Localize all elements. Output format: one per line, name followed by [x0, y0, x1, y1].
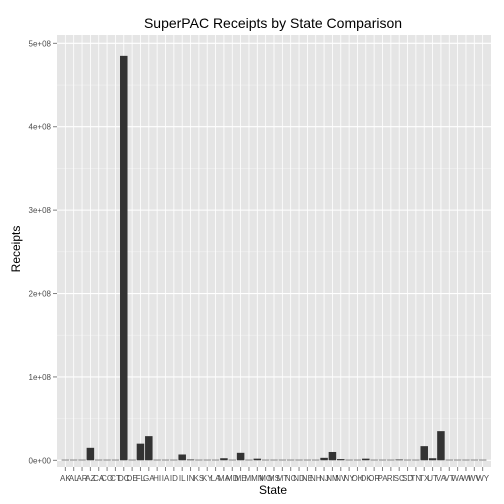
bar-al — [70, 460, 78, 461]
bar-fl — [137, 444, 145, 461]
x-tick-label-ia: IA — [162, 474, 170, 483]
bar-hi — [153, 460, 161, 461]
bar-mt — [279, 460, 287, 461]
bar-nj — [320, 458, 328, 461]
bar-ne — [304, 460, 312, 461]
bar-ca — [95, 460, 103, 461]
bar-wa — [454, 460, 462, 461]
bar-me — [237, 453, 245, 461]
y-tick-label: 2e+08 — [29, 290, 52, 299]
bar-nd — [295, 460, 303, 461]
y-tick-label: 1e+08 — [29, 373, 52, 382]
bar-ok — [362, 459, 370, 461]
chart-title: SuperPAC Receipts by State Comparison — [144, 15, 402, 31]
bar-ga — [145, 436, 153, 460]
bar-nc — [287, 460, 295, 461]
y-tick-label: 4e+08 — [29, 123, 52, 132]
bar-va — [437, 431, 445, 460]
bar-il — [178, 454, 186, 460]
bar-nv — [337, 459, 345, 460]
y-axis-title: Receipts — [9, 226, 23, 273]
bar-dc — [120, 56, 128, 460]
bar-sc — [395, 459, 403, 460]
x-tick-label-hi: HI — [153, 474, 161, 483]
bar-sd — [404, 460, 412, 461]
bar-or — [370, 460, 378, 461]
bar-ri — [387, 460, 395, 461]
bar-ks — [195, 460, 203, 461]
bar-ar — [78, 460, 86, 461]
x-tick-label-il: IL — [179, 474, 186, 483]
bar-ak — [62, 460, 70, 461]
bar-mi — [245, 460, 253, 461]
bar-ct — [112, 460, 120, 461]
bar-mo — [262, 460, 270, 461]
bar-ia — [162, 460, 170, 461]
x-tick-label-wy: WY — [476, 474, 490, 483]
x-tick-label-id: ID — [170, 474, 178, 483]
bar-nh — [312, 460, 320, 461]
bar-wv — [471, 460, 479, 461]
y-tick-label: 5e+08 — [29, 39, 52, 48]
bar-tx — [420, 446, 428, 460]
bar-co — [103, 460, 111, 461]
bar-ny — [345, 460, 353, 461]
y-tick-label: 3e+08 — [29, 206, 52, 215]
bar-oh — [354, 460, 362, 461]
bar-in — [187, 459, 195, 460]
bar-la — [212, 460, 220, 461]
y-axis: 0e+00 1e+08 2e+08 3e+08 4e+08 5e+08 — [29, 39, 57, 465]
bar-az — [87, 448, 95, 461]
bar-de — [128, 460, 136, 461]
bar-tn — [412, 460, 420, 461]
bar-wi — [462, 460, 470, 461]
bar-nm — [329, 452, 337, 460]
x-axis-title: State — [259, 483, 287, 497]
bar-ut — [429, 458, 437, 460]
bar-md — [229, 460, 237, 461]
bar-wy — [479, 460, 487, 461]
bar-ky — [203, 460, 211, 461]
bar-ms — [270, 460, 278, 461]
y-tick-label: 0e+00 — [29, 456, 52, 465]
bar-mn — [254, 459, 262, 461]
bar-id — [170, 460, 178, 461]
bar-pa — [379, 460, 387, 461]
bar-vt — [446, 460, 454, 461]
bar-ma — [220, 458, 228, 460]
